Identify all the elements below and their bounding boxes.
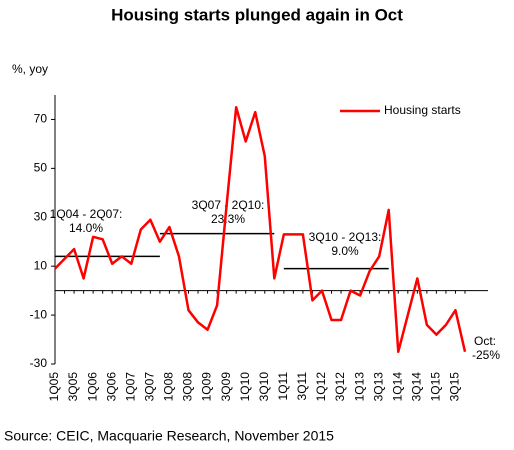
average-label: 3Q10 - 2Q13: <box>309 230 382 244</box>
x-tick-label: 1Q10 <box>238 372 252 402</box>
x-tick-label: 3Q09 <box>219 372 233 402</box>
x-tick-label: 3Q15 <box>448 372 462 402</box>
x-tick-label: 1Q15 <box>429 372 443 402</box>
y-tick-label: 50 <box>34 161 48 175</box>
x-tick-label: 3Q11 <box>295 372 309 401</box>
y-tick-label: -30 <box>30 356 48 370</box>
x-tick-label: 3Q05 <box>66 372 80 402</box>
average-value: 14.0% <box>69 221 103 235</box>
y-tick-label: -10 <box>30 307 48 321</box>
x-tick-label: 1Q13 <box>352 372 366 402</box>
x-tick-label: 1Q08 <box>162 372 176 402</box>
x-tick-label: 1Q05 <box>47 372 61 402</box>
x-tick-label: 3Q07 <box>143 372 157 402</box>
x-tick-label: 1Q12 <box>314 372 328 402</box>
legend-label: Housing starts <box>384 103 461 117</box>
x-tick-label: 1Q11 <box>276 372 290 401</box>
x-tick-label: 3Q12 <box>333 372 347 402</box>
x-tick-label: 1Q09 <box>200 372 214 402</box>
x-tick-label: 3Q10 <box>257 372 271 402</box>
y-tick-label: 30 <box>34 209 48 223</box>
average-value: 9.0% <box>331 244 359 258</box>
series-line <box>54 105 467 354</box>
chart-title: Housing starts plunged again in Oct <box>111 5 403 24</box>
y-axis-label: %, yoy <box>12 62 48 76</box>
average-value: 23.3% <box>211 212 245 226</box>
source: Source: CEIC, Macquarie Research, Novemb… <box>4 428 334 444</box>
average-label: 1Q04 - 2Q07: <box>50 207 123 221</box>
x-tick-label: 3Q06 <box>104 372 118 402</box>
x-tick-label: 1Q07 <box>123 372 137 402</box>
x-tick-label: 3Q14 <box>409 372 423 402</box>
x-tick-label: 1Q06 <box>85 372 99 402</box>
y-tick-label: 10 <box>34 258 48 272</box>
x-tick-label: 1Q14 <box>390 372 404 402</box>
x-tick-label: 3Q13 <box>371 372 385 402</box>
average-label: 3Q07 - 2Q10: <box>192 198 265 212</box>
x-tick-label: 3Q08 <box>181 372 195 402</box>
end-label: Oct: <box>474 334 496 348</box>
end-value: -25% <box>472 348 500 362</box>
y-tick-label: 70 <box>34 112 48 126</box>
